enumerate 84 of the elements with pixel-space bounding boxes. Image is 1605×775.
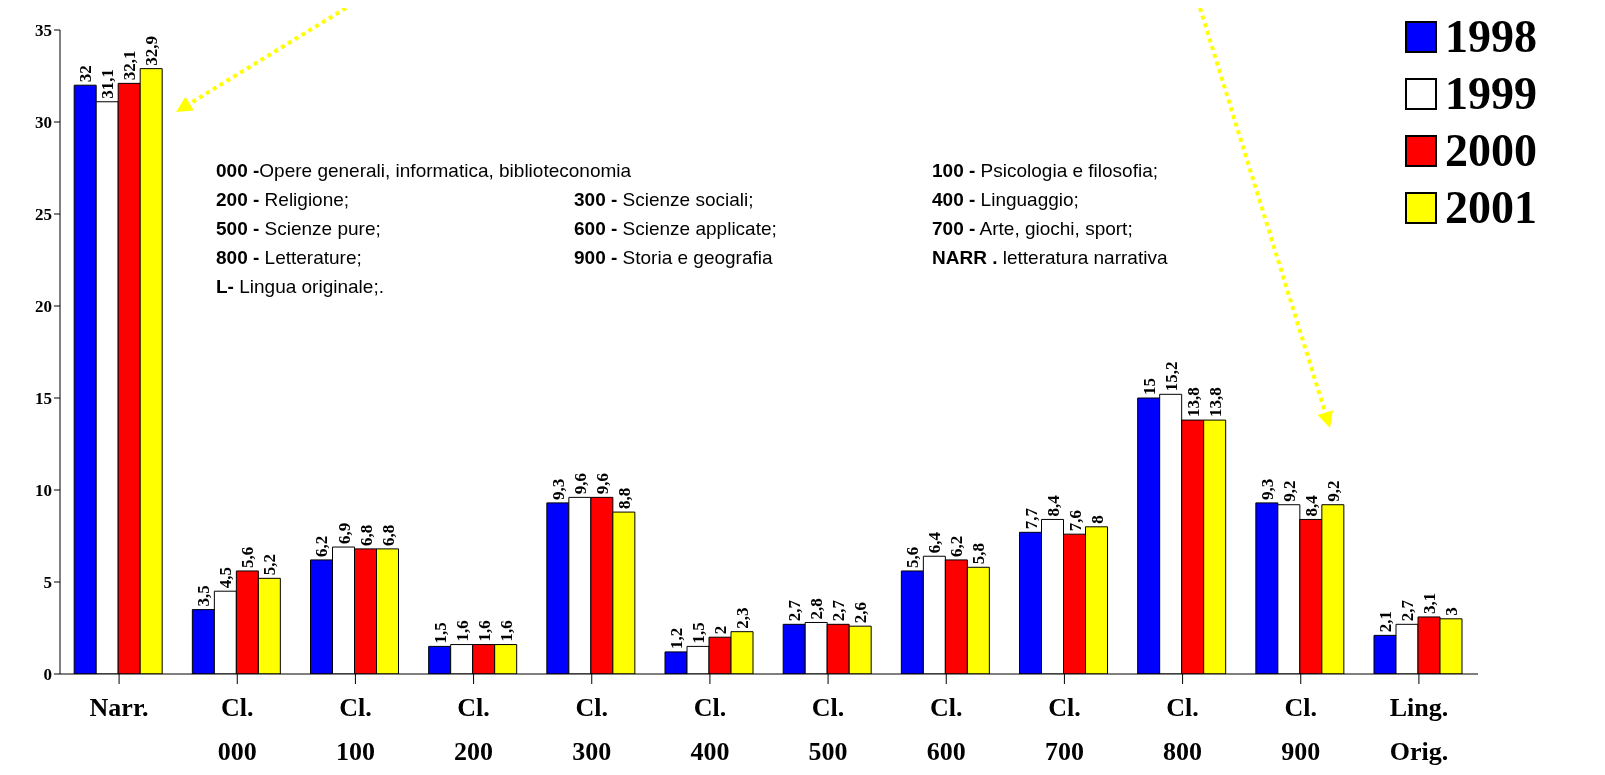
legend-label: 2001: [1445, 181, 1537, 234]
data-label: 4,5: [216, 566, 236, 589]
data-label: 5,6: [238, 546, 258, 568]
data-label: 1,2: [667, 627, 687, 649]
data-label: 6,8: [356, 524, 376, 546]
data-label: 13,8: [1205, 387, 1225, 418]
data-label: 6,8: [378, 524, 398, 546]
data-label: 5,6: [903, 546, 923, 568]
data-label: 1,6: [496, 620, 516, 642]
data-label: 2: [711, 625, 731, 635]
annotation: 900 - Storia e geografia: [574, 247, 773, 268]
x-tick-label: Cl. 700: [1044, 693, 1084, 766]
data-label: 1,5: [430, 622, 450, 644]
data-label: 7,7: [1021, 507, 1041, 530]
annotation: 500 - Scienze pure;: [216, 218, 381, 239]
annotation: NARR . letteratura narrativa: [932, 247, 1168, 268]
x-tick-label: Cl. 100: [335, 693, 375, 766]
x-tick-label: Cl. 400: [690, 693, 730, 766]
x-tick-label: Cl. 800: [1163, 693, 1203, 766]
legend-label: 2000: [1445, 124, 1537, 177]
data-label: 5,2: [260, 554, 280, 576]
x-tick-label: Cl. 300: [572, 693, 612, 766]
annotation: 800 - Letterature;: [216, 247, 362, 268]
data-label: 9,2: [1323, 480, 1343, 502]
data-label: 9,6: [570, 473, 590, 495]
x-tick-label: Cl. 600: [926, 693, 966, 766]
y-tick-label: 5: [43, 573, 52, 593]
x-tick-label: Cl. 500: [808, 693, 848, 766]
data-label: 5,8: [969, 543, 989, 565]
y-tick-label: 35: [35, 21, 52, 41]
data-label: 8: [1087, 515, 1107, 524]
data-label: 1,5: [689, 622, 709, 644]
legend-label: 1998: [1445, 10, 1537, 63]
data-label: 2,6: [851, 601, 871, 624]
data-label: 2,7: [829, 599, 849, 622]
data-label: 32,1: [120, 50, 140, 81]
data-label: 6,2: [312, 535, 332, 557]
data-label: 7,6: [1065, 509, 1085, 532]
x-tick-label: Narr.: [89, 693, 149, 722]
data-label: 8,4: [1301, 494, 1321, 517]
x-tick-label: Ling. Orig.: [1389, 693, 1449, 766]
annotation: 700 - Arte, giochi, sport;: [932, 218, 1133, 239]
data-label: 1,6: [452, 620, 472, 642]
data-label: 9,2: [1279, 480, 1299, 502]
data-label: 15,2: [1161, 361, 1181, 392]
data-label: 6,4: [925, 531, 945, 554]
data-label: 8,4: [1043, 494, 1063, 517]
annotation: 400 - Linguaggio;: [932, 189, 1079, 210]
data-label: 9,3: [1257, 478, 1277, 500]
annotation: 100 - Psicologia e filosofia;: [932, 160, 1159, 181]
y-tick-label: 0: [43, 665, 52, 685]
legend-label: 1999: [1445, 67, 1537, 120]
data-label: 2,3: [733, 607, 753, 629]
x-tick-label: Cl. 000: [217, 693, 257, 766]
data-label: 31,1: [98, 69, 118, 99]
data-label: 3,1: [1420, 592, 1440, 614]
y-tick-label: 10: [35, 481, 52, 501]
data-label: 15: [1139, 378, 1159, 395]
data-label: 13,8: [1183, 387, 1203, 418]
data-label: 2,8: [807, 598, 827, 620]
data-label: 6,2: [947, 535, 967, 557]
annotation: 000 -Opere generali, informatica, biblioteconomia: [216, 160, 632, 181]
data-label: 1,6: [474, 620, 494, 642]
data-label: 32,9: [142, 35, 162, 66]
data-label: 2,7: [1398, 599, 1418, 622]
data-label: 2,1: [1376, 611, 1396, 633]
data-label: 9,6: [592, 473, 612, 495]
y-tick-label: 20: [35, 297, 52, 317]
data-label: 3: [1442, 607, 1462, 616]
x-tick-label: Cl. 200: [454, 693, 494, 766]
y-tick-label: 25: [35, 205, 52, 225]
annotation: 200 - Religione;: [216, 189, 350, 210]
data-label: 2,7: [785, 599, 805, 622]
data-label: 9,3: [548, 478, 568, 500]
data-label: 32: [76, 65, 96, 83]
annotation: 600 - Scienze applicate;: [574, 218, 777, 239]
data-label: 3,5: [194, 585, 214, 607]
y-tick-label: 30: [35, 113, 52, 133]
annotation: 300 - Scienze sociali;: [574, 189, 754, 210]
y-tick-label: 15: [35, 389, 52, 409]
x-tick-label: Cl. 900: [1281, 693, 1321, 766]
data-label: 8,8: [614, 487, 634, 510]
annotation: L- Lingua originale;.: [216, 276, 384, 297]
data-label: 6,9: [334, 522, 354, 545]
